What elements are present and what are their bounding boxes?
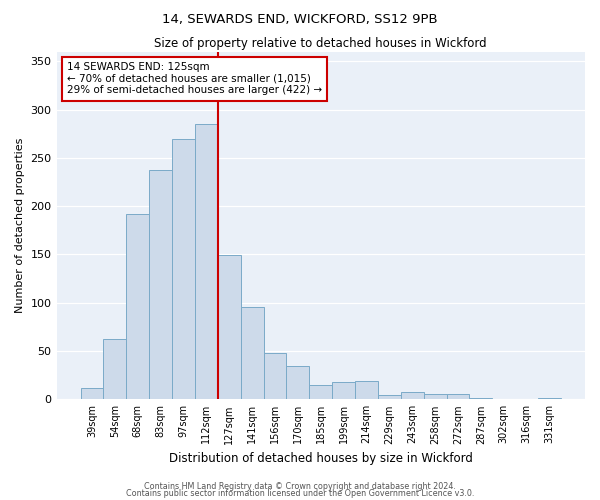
Bar [424, 394, 446, 400]
Y-axis label: Number of detached properties: Number of detached properties [15, 138, 25, 313]
Title: Size of property relative to detached houses in Wickford: Size of property relative to detached ho… [154, 38, 487, 51]
Bar [310, 385, 332, 400]
Bar [127, 214, 149, 400]
Bar [218, 256, 241, 400]
Bar [286, 366, 310, 400]
Bar [241, 306, 263, 400]
Text: 14 SEWARDS END: 125sqm
← 70% of detached houses are smaller (1,015)
29% of semi-: 14 SEWARDS END: 125sqm ← 70% of detached… [67, 62, 322, 96]
Bar [149, 170, 172, 400]
Bar [332, 382, 355, 400]
X-axis label: Distribution of detached houses by size in Wickford: Distribution of detached houses by size … [169, 452, 473, 465]
Text: 14, SEWARDS END, WICKFORD, SS12 9PB: 14, SEWARDS END, WICKFORD, SS12 9PB [162, 12, 438, 26]
Bar [103, 340, 127, 400]
Bar [263, 353, 286, 400]
Bar [172, 138, 195, 400]
Text: Contains HM Land Registry data © Crown copyright and database right 2024.: Contains HM Land Registry data © Crown c… [144, 482, 456, 491]
Bar [469, 398, 493, 400]
Bar [378, 396, 401, 400]
Bar [80, 388, 103, 400]
Bar [446, 394, 469, 400]
Bar [195, 124, 218, 400]
Bar [355, 381, 378, 400]
Bar [401, 392, 424, 400]
Text: Contains public sector information licensed under the Open Government Licence v3: Contains public sector information licen… [126, 489, 474, 498]
Bar [538, 398, 561, 400]
